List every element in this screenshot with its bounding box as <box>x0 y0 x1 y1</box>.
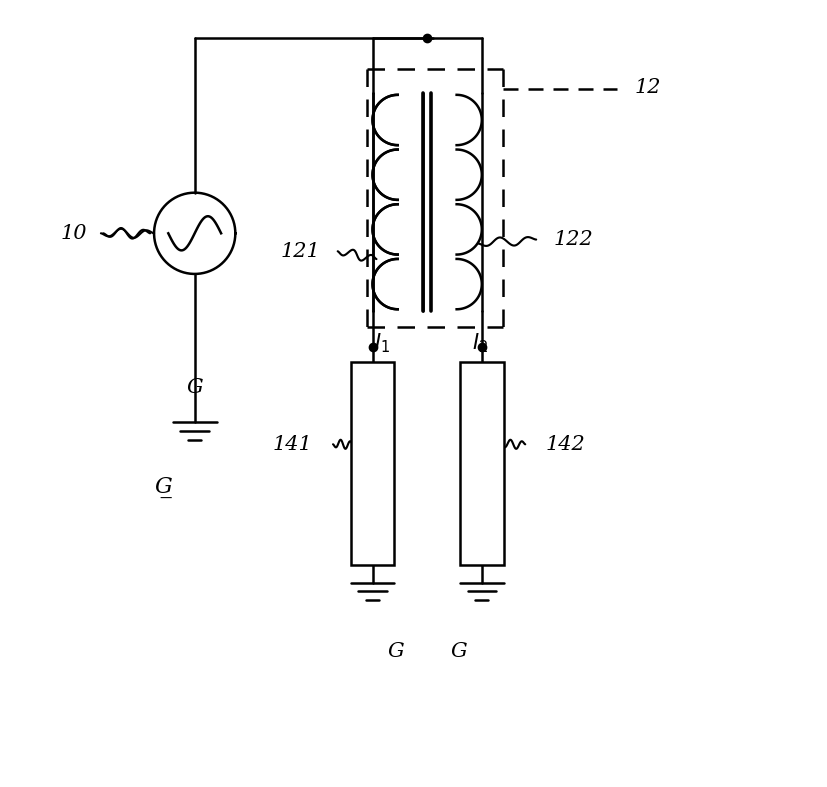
Bar <box>351 362 394 565</box>
Text: 142: 142 <box>546 434 586 454</box>
Text: 12: 12 <box>634 78 661 97</box>
Text: G: G <box>186 378 203 397</box>
Text: $I_2$: $I_2$ <box>472 331 488 354</box>
Bar <box>460 362 504 565</box>
Text: 121: 121 <box>280 242 320 260</box>
Text: 141: 141 <box>273 434 313 454</box>
Text: 122: 122 <box>554 230 594 249</box>
Text: G̲: G̲ <box>155 476 172 498</box>
Text: G: G <box>451 642 467 661</box>
Text: G: G <box>388 642 404 661</box>
Text: $I_1$: $I_1$ <box>375 331 390 354</box>
Text: 10: 10 <box>60 224 87 243</box>
